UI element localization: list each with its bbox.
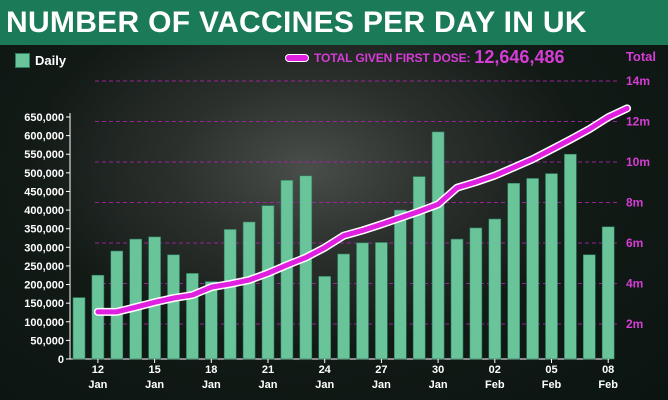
daily-bar (223, 229, 237, 360)
daily-bar (469, 227, 483, 360)
daily-bar (545, 173, 558, 360)
left-axis-tick: 400,000 (24, 205, 64, 217)
x-axis-tick-day: 24 (319, 364, 332, 376)
left-axis-tick: 600,000 (24, 131, 64, 143)
x-axis-tick-month: Jan (145, 379, 164, 391)
left-axis-tick: 350,000 (24, 224, 64, 236)
left-axis-tick: 200,000 (24, 280, 64, 292)
x-axis-tick-month: Feb (485, 379, 505, 391)
legend-total: TOTAL GIVEN FIRST DOSE: 12,646,486 (286, 47, 564, 68)
daily-bar (412, 176, 426, 360)
left-axis-tick: 450,000 (24, 186, 64, 198)
right-axis-tick: 12m (626, 115, 650, 129)
daily-bar (242, 221, 256, 360)
daily-bar (186, 273, 199, 360)
legend-daily-label: Daily (35, 53, 67, 68)
right-axis-tick: 14m (626, 74, 650, 88)
daily-bar (110, 250, 124, 360)
daily-bar (375, 242, 388, 360)
title-bar: NUMBER OF VACCINES PER DAY IN UK (0, 0, 668, 45)
x-axis-tick-month: Jan (372, 379, 391, 391)
daily-bar (356, 242, 369, 360)
daily-bar (450, 238, 464, 360)
x-axis-tick-day: 15 (148, 364, 160, 376)
x-axis-tick-day: 27 (375, 364, 387, 376)
daily-bar (393, 209, 407, 360)
daily-bar (72, 297, 86, 360)
right-axis-tick: 2m (626, 317, 643, 331)
left-axis-tick: 100,000 (24, 317, 64, 329)
legend-daily-swatch (15, 53, 30, 68)
right-axis-tick: 10m (626, 155, 650, 169)
daily-bar (564, 153, 577, 360)
right-axis-tick: 4m (626, 277, 643, 291)
x-axis-tick-month: Jan (88, 379, 107, 391)
daily-bar (488, 218, 502, 360)
left-axis-tick: 150,000 (24, 298, 64, 310)
daily-bar (91, 274, 105, 360)
left-axis-tick: 650,000 (24, 112, 64, 124)
daily-bar (318, 276, 332, 360)
x-axis-tick-month: Jan (315, 379, 334, 391)
daily-bar (299, 175, 313, 360)
daily-bar (526, 178, 539, 360)
daily-bar (261, 205, 275, 360)
x-axis-tick-month: Jan (429, 379, 448, 391)
x-axis-tick-day: 08 (602, 364, 614, 376)
total-line (95, 105, 630, 315)
left-axis-tick: 0 (58, 354, 64, 366)
daily-bar (601, 226, 615, 360)
right-axis-title: Total (625, 49, 656, 64)
x-axis-tick-day: 18 (205, 364, 217, 376)
daily-bar (582, 254, 596, 360)
left-axis-tick: 50,000 (30, 335, 64, 347)
daily-bar (167, 254, 180, 360)
x-axis-tick-month: Feb (598, 379, 618, 391)
daily-bar (337, 253, 350, 360)
x-axis-tick-day: 30 (432, 364, 444, 376)
left-axis-tick: 250,000 (24, 261, 64, 273)
x-axis-tick-day: 05 (545, 364, 557, 376)
x-axis-tick-day: 21 (262, 364, 274, 376)
x-axis-tick-month: Jan (259, 379, 278, 391)
right-axis-tick: 8m (626, 196, 643, 210)
legend-total-value: 12,646,486 (474, 47, 565, 67)
page-title: NUMBER OF VACCINES PER DAY IN UK (6, 6, 587, 39)
x-axis-tick-month: Jan (202, 379, 221, 391)
x-axis-tick-month: Feb (542, 379, 562, 391)
x-axis-tick-day: 02 (489, 364, 501, 376)
legend-total-line-swatch (286, 54, 308, 61)
daily-bar (129, 238, 142, 360)
left-axis-tick: 550,000 (24, 149, 64, 161)
daily-bar (507, 182, 521, 360)
x-axis-tick-day: 12 (92, 364, 104, 376)
legend-daily: Daily (15, 53, 66, 68)
left-axis-tick: 300,000 (24, 242, 64, 254)
daily-bar (431, 131, 445, 360)
left-axis-tick: 500,000 (24, 168, 64, 180)
legend-total-label: TOTAL GIVEN FIRST DOSE: (314, 50, 471, 65)
right-axis-tick: 6m (626, 236, 643, 250)
